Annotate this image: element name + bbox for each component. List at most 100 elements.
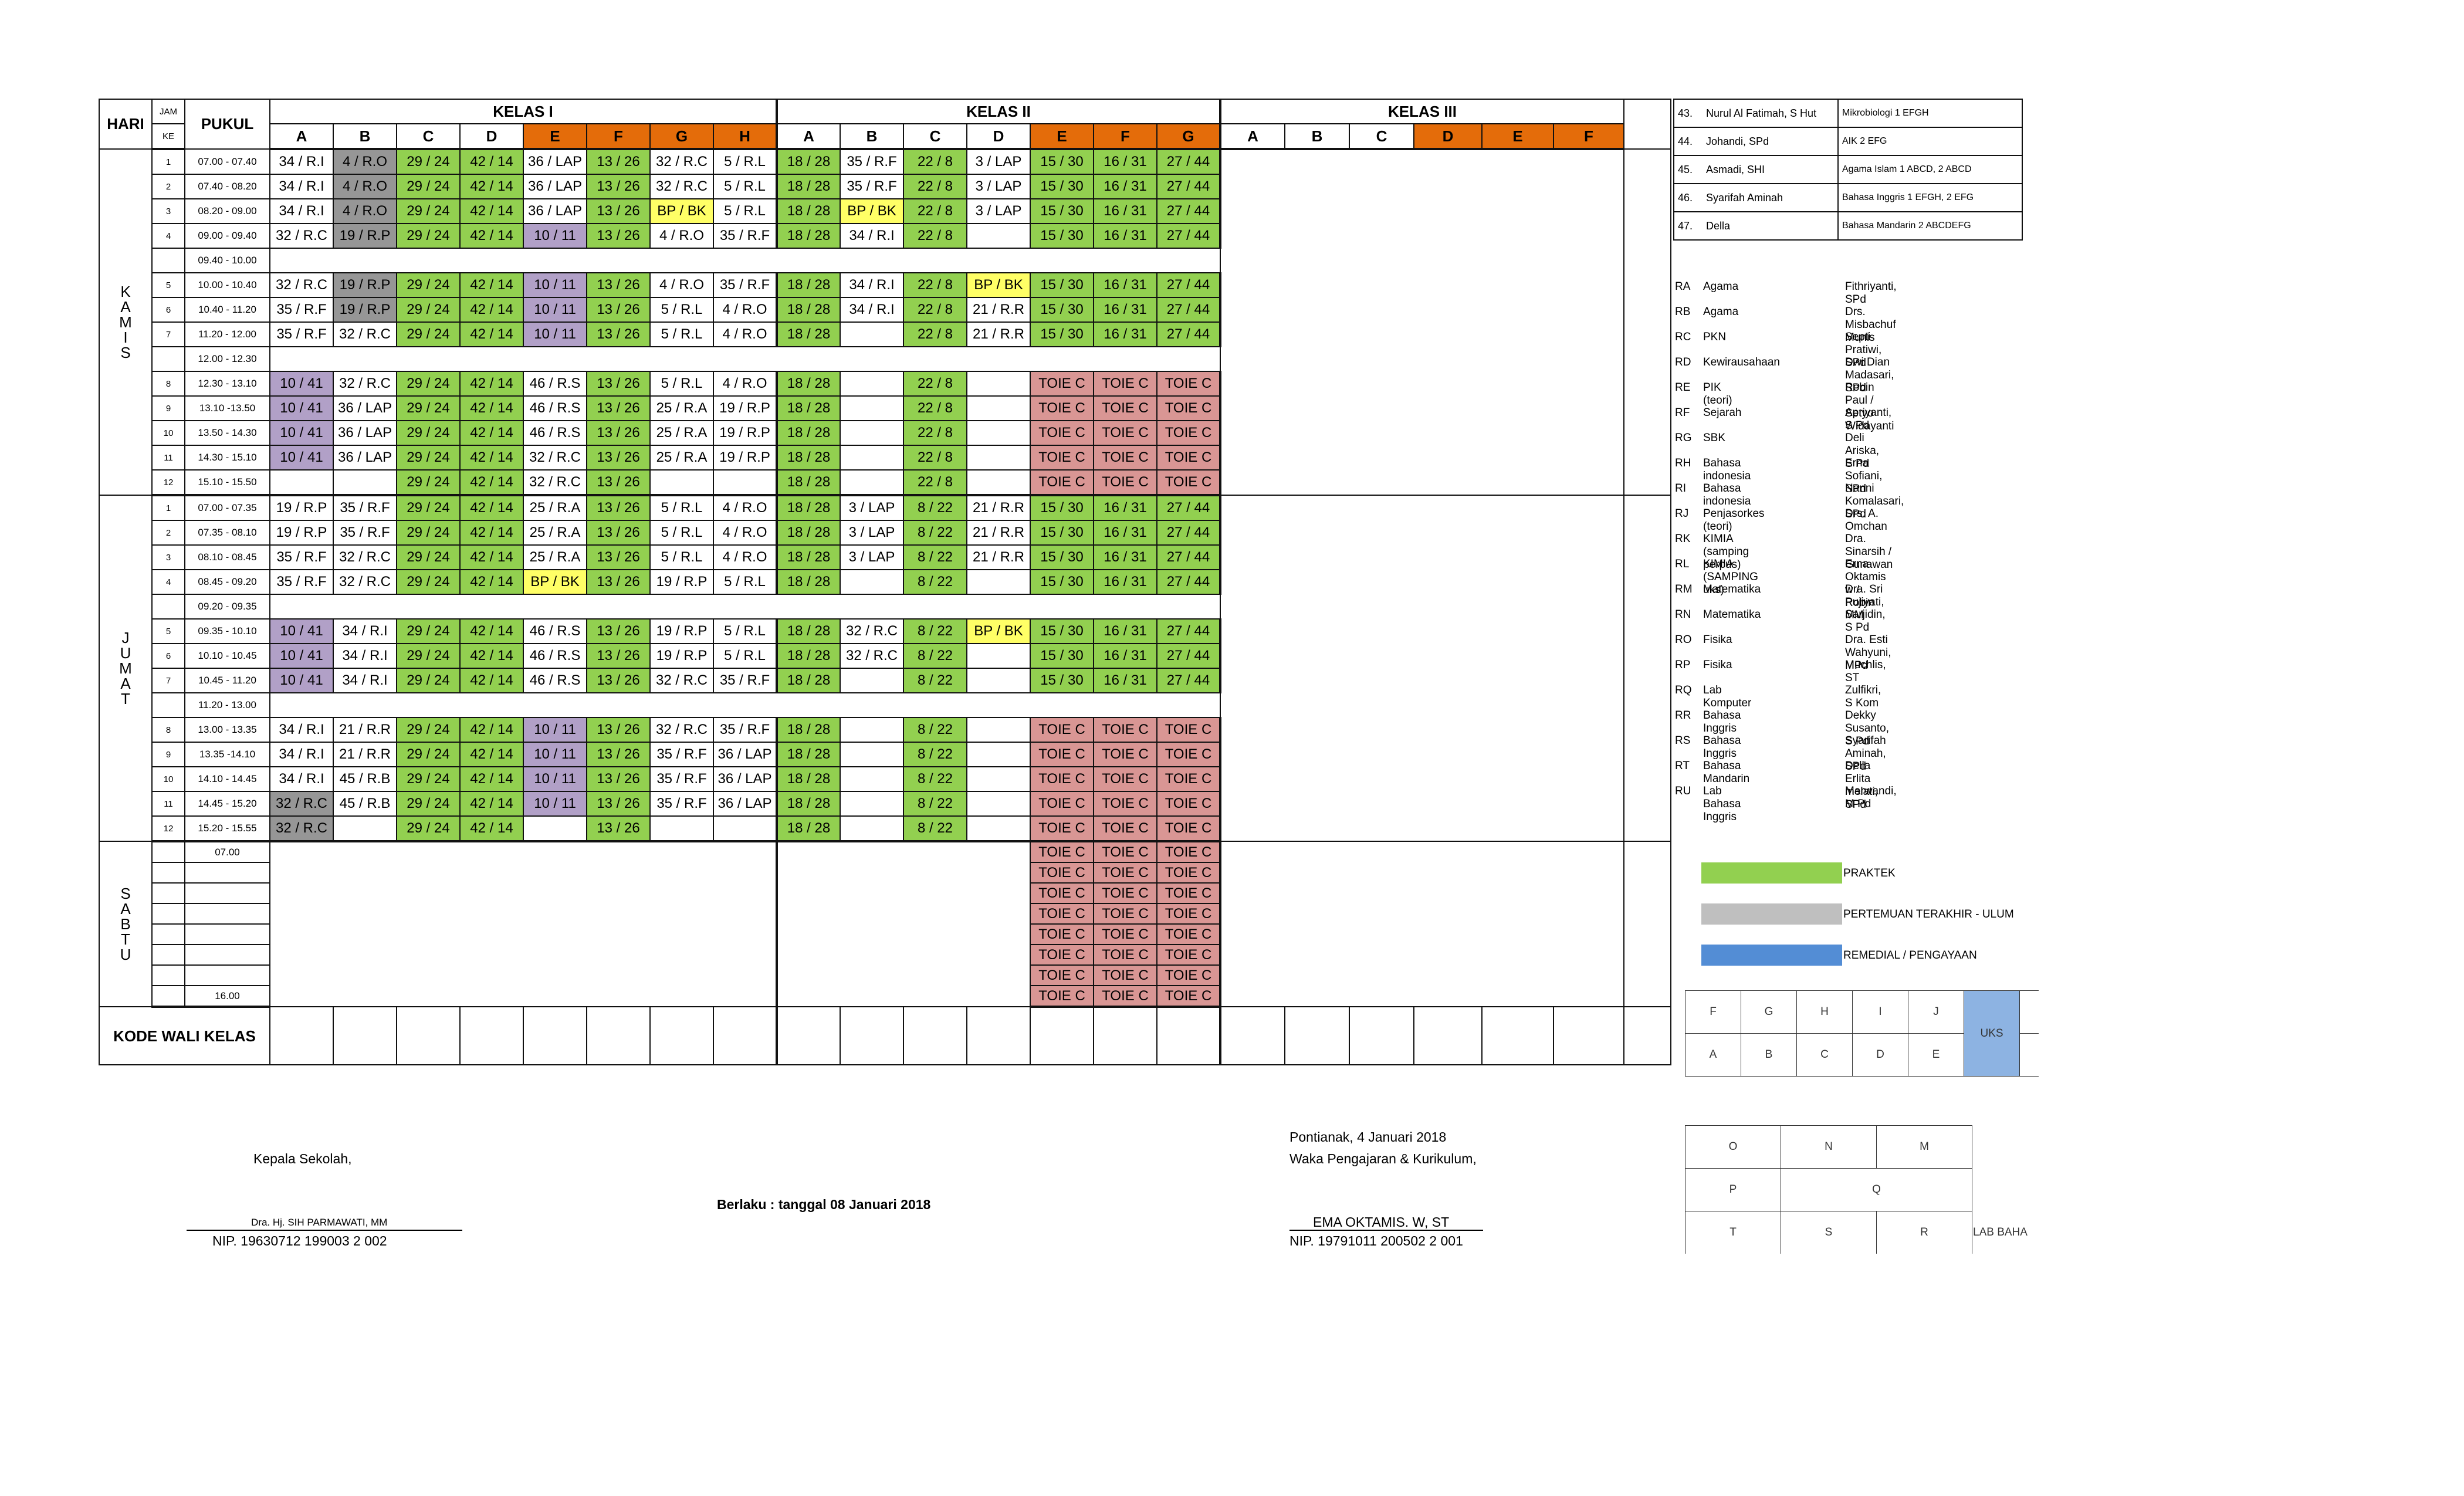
schedule-cell: 22 / 8 <box>903 395 967 421</box>
schedule-cell: 16 / 31 <box>1093 272 1157 298</box>
schedule-cell: 5 / R.L <box>649 321 714 347</box>
schedule-cell: 18 / 28 <box>776 495 841 521</box>
schedule-cell: 35 / R.F <box>269 321 334 347</box>
schedule-cell: TOIE C <box>1093 445 1157 471</box>
sabtu-time <box>184 903 270 925</box>
schedule-cell: 3 / LAP <box>966 148 1031 175</box>
schedule-cell: 18 / 28 <box>776 371 841 397</box>
toie-cell: TOIE C <box>1156 985 1221 1008</box>
toie-cell: TOIE C <box>1030 882 1094 904</box>
schedule-row: 6 10.10 - 10.45 10 / 41 34 / R.I 29 / 24 42 /… <box>99 643 1671 669</box>
pukul-cell: 13.00 - 13.35 <box>184 717 270 743</box>
schedule-cell: 8 / 22 <box>903 618 967 644</box>
schedule-cell: 3 / LAP <box>966 174 1031 199</box>
room-code: RI <box>1675 482 1686 495</box>
schedule-cell <box>966 395 1031 421</box>
schedule-cell: 42 / 14 <box>459 445 524 471</box>
schedule-cell: 4 / R.O <box>713 297 778 323</box>
schedule-cell: 13 / 26 <box>586 223 651 249</box>
kepala-sekolah-name: Dra. Hj. SIH PARMAWATI, MM <box>251 1217 388 1228</box>
schedule-cell: 5 / R.L <box>713 618 778 644</box>
schedule-cell: 19 / R.P <box>269 520 334 546</box>
schedule-cell: 29 / 24 <box>396 297 461 323</box>
toie-cell: TOIE C <box>1093 903 1157 925</box>
toie-cell: TOIE C <box>1030 985 1094 1008</box>
schedule-cell: 13 / 26 <box>586 297 651 323</box>
room-subject: Bahasa Inggris <box>1703 735 1741 760</box>
schedule-cell: 18 / 28 <box>776 791 841 817</box>
schedule-row: 2 07.40 - 08.20 34 / R.I 4 / R.O 29 / 24 42 /… <box>99 174 1671 199</box>
schedule-cell: 13 / 26 <box>586 544 651 570</box>
schedule-cell: 27 / 44 <box>1156 569 1221 595</box>
schedule-cell: 15 / 30 <box>1030 321 1094 347</box>
teacher-name: Nurul Al Fatimah, S Hut <box>1703 99 1839 128</box>
schedule-cell: 22 / 8 <box>903 297 967 323</box>
jam-ke: 7 <box>151 321 185 347</box>
schedule-cell <box>840 815 904 842</box>
schedule-cell: 10 / 41 <box>269 371 334 397</box>
schedule-cell <box>649 815 714 842</box>
kelas-2-col-g: G <box>1156 123 1221 150</box>
room-subject: Fisika <box>1703 659 1732 671</box>
room-teacher: Deli Ariska, S Pd <box>1845 432 1880 470</box>
schedule-cell: 32 / R.C <box>649 148 714 175</box>
toie-cell: TOIE C <box>1030 944 1094 966</box>
sabtu-row: TOIE C TOIE C TOIE C <box>99 903 1671 925</box>
schedule-cell: 35 / R.F <box>649 791 714 817</box>
schedule-cell: 46 / R.S <box>523 420 587 446</box>
schedule-cell: 36 / LAP <box>523 198 587 224</box>
room-code: RU <box>1675 785 1691 797</box>
toie-cell: TOIE C <box>1030 923 1094 945</box>
schedule-cell: 8 / 22 <box>903 495 967 521</box>
toie-cell: TOIE C <box>1156 964 1221 986</box>
schedule-cell: 16 / 31 <box>1093 618 1157 644</box>
sabtu-row: TOIE C TOIE C TOIE C <box>99 944 1671 966</box>
schedule-cell: 16 / 31 <box>1093 544 1157 570</box>
schedule-cell: 27 / 44 <box>1156 198 1221 224</box>
schedule-cell: 27 / 44 <box>1156 148 1221 175</box>
schedule-cell: TOIE C <box>1093 717 1157 743</box>
schedule-cell: 42 / 14 <box>459 272 524 298</box>
schedule-cell: 18 / 28 <box>776 297 841 323</box>
kode-wali-cell <box>1156 1006 1221 1065</box>
room-b: B <box>1741 1033 1797 1077</box>
kelas-1-col-b: B <box>333 123 397 150</box>
teacher-subject: Bahasa Mandarin 2 ABCDEFG <box>1837 211 2023 241</box>
schedule-row: 9 13.35 -14.10 34 / R.I 21 / R.R 29 / 24 42 /… <box>99 742 1671 767</box>
schedule-cell: 8 / 22 <box>903 643 967 669</box>
schedule-cell: 18 / 28 <box>776 643 841 669</box>
schedule-cell: 46 / R.S <box>523 395 587 421</box>
schedule-table: HARI JAM PUKUL KELAS I KELAS II KELAS III KE A B… <box>99 99 1671 1065</box>
schedule-cell: 16 / 31 <box>1093 174 1157 199</box>
schedule-row: 3 08.10 - 08.45 35 / R.F 32 / R.C 29 / 24 42 … <box>99 544 1671 570</box>
schedule-cell: TOIE C <box>1030 717 1094 743</box>
sabtu-time <box>184 882 270 904</box>
room-teacher: Dra. Sri Pujiyati, MM <box>1845 583 1884 621</box>
sabtu-time <box>184 862 270 884</box>
schedule-cell: 5 / R.L <box>649 495 714 521</box>
teacher-no: 43. <box>1673 99 1703 128</box>
schedule-cell: 13 / 26 <box>586 148 651 175</box>
schedule-cell: 3 / LAP <box>840 495 904 521</box>
schedule-cell: 36 / LAP <box>333 395 397 421</box>
room-code: RC <box>1675 331 1691 343</box>
schedule-row: J U M A T 1 07.00 - 07.35 19 / R.P 35 / R.F 29 / … <box>99 495 1671 842</box>
schedule-cell: 5 / R.L <box>649 520 714 546</box>
schedule-cell: 10 / 41 <box>269 618 334 644</box>
schedule-cell: 29 / 24 <box>396 668 461 693</box>
schedule-cell: 13 / 26 <box>586 371 651 397</box>
teacher-subject: AIK 2 EFG <box>1837 127 2023 156</box>
schedule-cell: 21 / R.R <box>966 321 1031 347</box>
schedule-cell: 16 / 31 <box>1093 495 1157 521</box>
schedule-cell: 35 / R.F <box>713 668 778 693</box>
schedule-cell: 15 / 30 <box>1030 618 1094 644</box>
schedule-cell <box>649 469 714 496</box>
schedule-row: 12 15.20 - 15.55 32 / R.C 29 / 24 42 / 14 13 … <box>99 815 1671 842</box>
schedule-cell: 29 / 24 <box>396 469 461 496</box>
jam-ke: 10 <box>151 420 185 446</box>
jam-ke: 3 <box>151 198 185 224</box>
room-teacher: Sarjidin, S Pd <box>1845 608 1886 634</box>
teacher-subject: Agama Islam 1 ABCD, 2 ABCD <box>1837 155 2023 184</box>
schedule-cell: TOIE C <box>1156 815 1221 842</box>
schedule-cell: 18 / 28 <box>776 420 841 446</box>
